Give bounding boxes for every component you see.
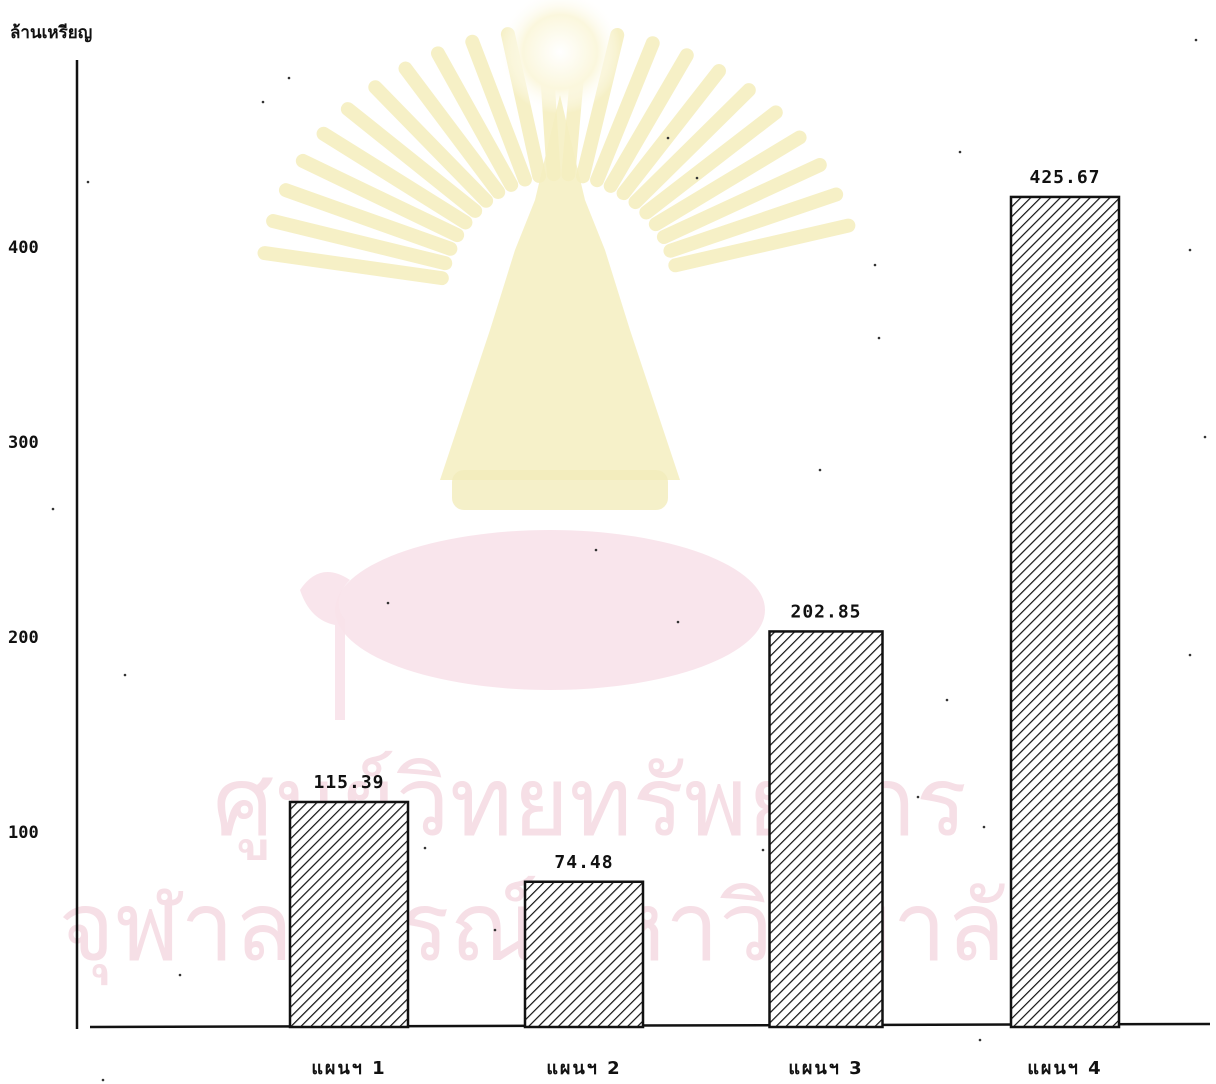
x-category-label: แผนฯ 1 <box>311 1058 386 1079</box>
bar <box>768 630 884 1029</box>
y-tick-label: 300 <box>8 433 39 453</box>
y-tick-label: 200 <box>8 628 39 648</box>
x-category-label: แผนฯ 3 <box>788 1058 863 1079</box>
y-tick-label: 400 <box>8 238 39 258</box>
x-category-label: แผนฯ 2 <box>546 1058 621 1079</box>
watermark-seal: ศูนย์วิทยทรัพยากร จุฬาลงกรณ์มหาวิทยาลัย <box>58 0 1062 986</box>
bar-data-label: 74.48 <box>554 852 613 873</box>
y-axis-title: ล้านเหรียญ <box>10 22 92 43</box>
bar <box>1009 195 1121 1029</box>
y-tick-label: 100 <box>8 823 39 843</box>
bar-data-label: 425.67 <box>1029 167 1100 188</box>
bar <box>523 880 645 1029</box>
bar-data-label: 202.85 <box>790 601 861 622</box>
bar-data-label: 115.39 <box>313 772 384 793</box>
bar <box>288 800 410 1029</box>
x-category-label: แผนฯ 4 <box>1027 1058 1102 1079</box>
